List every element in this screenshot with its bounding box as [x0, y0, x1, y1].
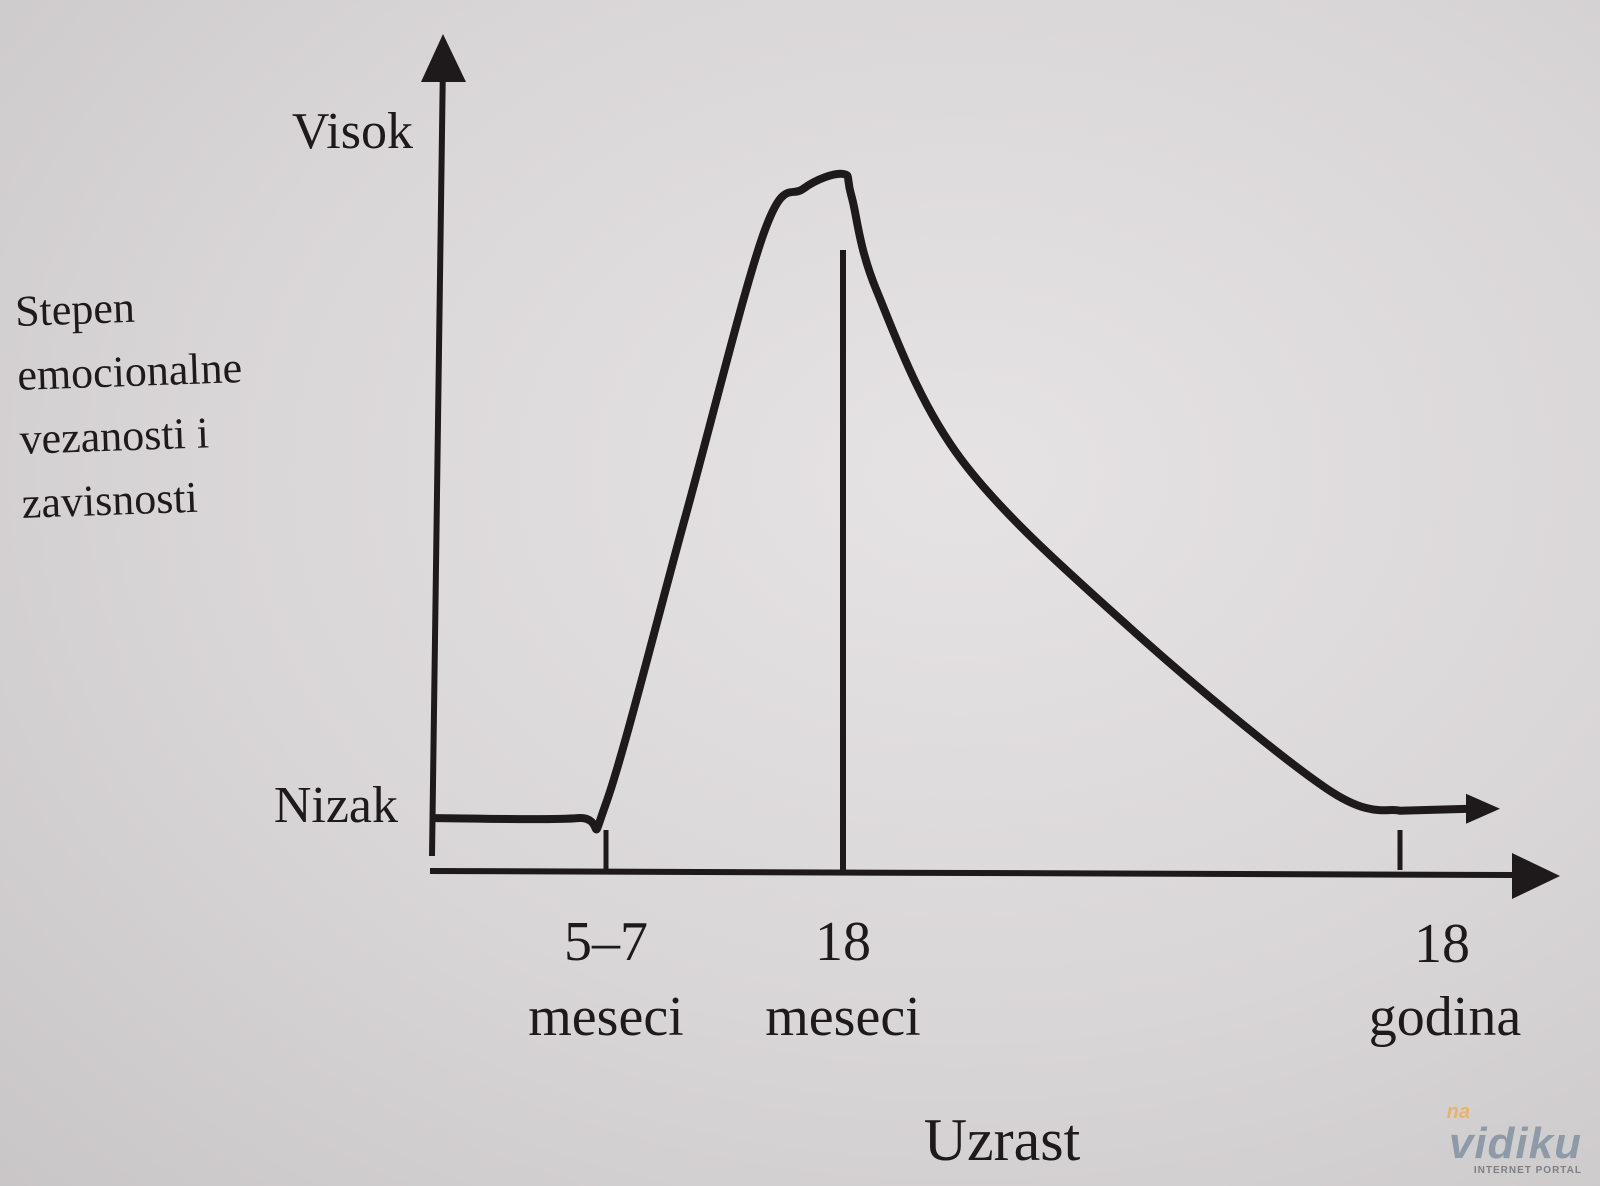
tick-label-18m-line1: 18 — [815, 911, 871, 973]
y-axis — [429, 59, 446, 857]
watermark-logo: na vidiku INTERNET PORTAL — [1447, 1102, 1582, 1176]
y-axis-label-line: zavisnosti — [20, 472, 199, 528]
x-tick-marks — [603, 830, 1403, 870]
tick-label-18m-line2: meseci — [765, 986, 920, 1048]
watermark-name: vidiku — [1448, 1119, 1582, 1168]
y-high-label: Visok — [292, 103, 413, 160]
tick-label-18y-line2: godina — [1369, 986, 1522, 1048]
y-axis-arrow — [421, 34, 466, 82]
tick-label-18y-line1: 18 — [1414, 913, 1470, 975]
series-line-arrow — [1466, 793, 1500, 824]
tick-label-5-7-line1: 5–7 — [564, 911, 648, 973]
y-axis-label-line: emocionalne — [16, 343, 243, 400]
y-low-label: Nizak — [274, 777, 398, 834]
x-tick-labels: 5–7 meseci 18 meseci 18 godina — [528, 911, 1521, 1048]
series-line — [432, 169, 1474, 834]
y-axis-label-line: vezanosti i — [18, 408, 210, 464]
y-axis-label: Stepen emocionalne vezanosti i zavisnost… — [14, 270, 323, 536]
axes — [421, 34, 1560, 899]
y-axis-label-line: Stepen — [14, 282, 136, 336]
x-axis-arrow — [1512, 853, 1560, 899]
watermark-sub: INTERNET PORTAL — [1473, 1165, 1582, 1176]
x-axis — [429, 868, 1513, 878]
x-axis-label: Uzrast — [924, 1107, 1081, 1173]
tick-label-5-7-line2: meseci — [528, 986, 683, 1048]
watermark-prefix: na — [1446, 1101, 1470, 1123]
